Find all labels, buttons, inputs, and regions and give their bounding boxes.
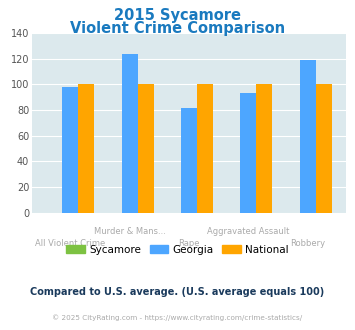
Bar [256, 84, 272, 213]
Bar [316, 84, 332, 213]
Bar [122, 53, 138, 213]
Text: Violent Crime Comparison: Violent Crime Comparison [70, 21, 285, 36]
Bar [78, 84, 94, 213]
Text: 2015 Sycamore: 2015 Sycamore [114, 8, 241, 23]
Bar [62, 87, 78, 213]
Bar [138, 84, 154, 213]
Text: Compared to U.S. average. (U.S. average equals 100): Compared to U.S. average. (U.S. average … [31, 287, 324, 297]
Legend: Sycamore, Georgia, National: Sycamore, Georgia, National [62, 241, 293, 259]
Bar [197, 84, 213, 213]
Bar [181, 108, 197, 213]
Text: © 2025 CityRating.com - https://www.cityrating.com/crime-statistics/: © 2025 CityRating.com - https://www.city… [53, 314, 302, 321]
Text: Rape: Rape [178, 239, 200, 248]
Bar [240, 93, 256, 213]
Text: Aggravated Assault: Aggravated Assault [207, 227, 290, 236]
Text: All Violent Crime: All Violent Crime [36, 239, 105, 248]
Bar [300, 60, 316, 213]
Text: Murder & Mans...: Murder & Mans... [94, 227, 166, 236]
Text: Robbery: Robbery [290, 239, 325, 248]
